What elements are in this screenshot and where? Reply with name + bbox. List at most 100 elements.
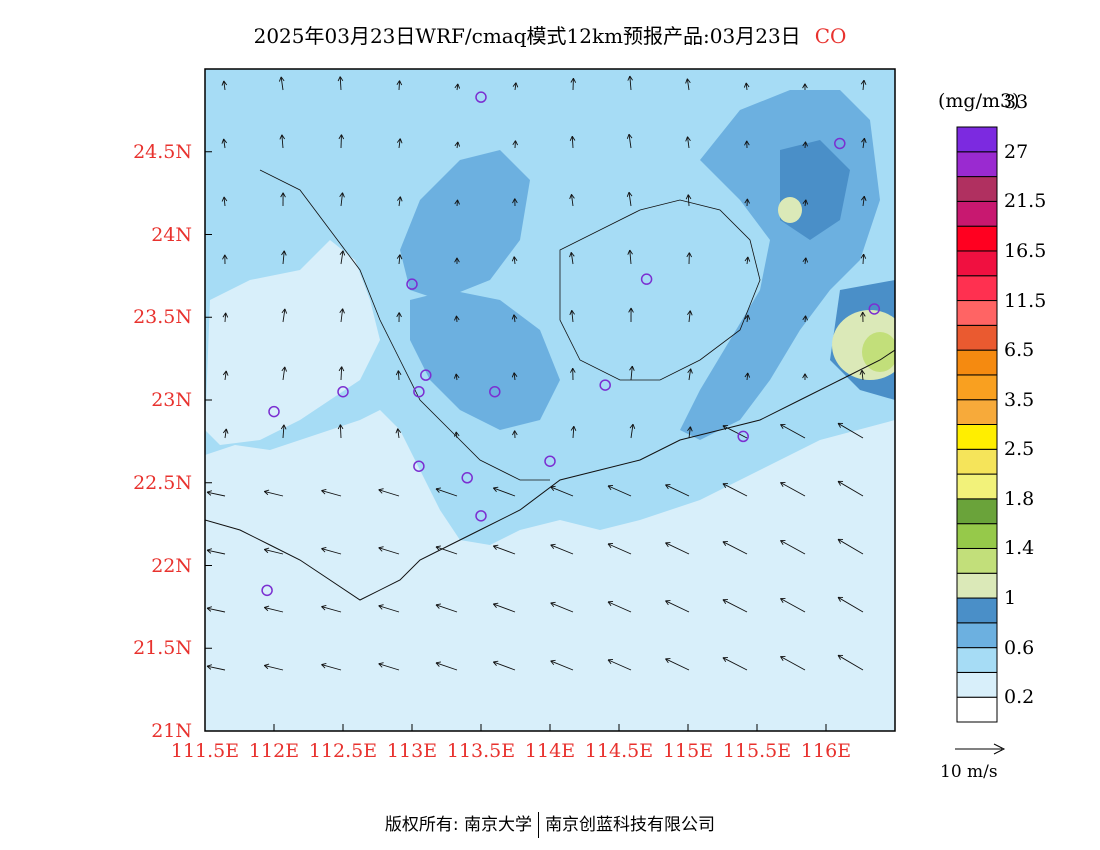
legend-label: 6.5 — [1004, 339, 1035, 362]
wind-arrow — [626, 133, 633, 149]
wind-arrow — [435, 661, 458, 671]
wind-arrow — [802, 83, 808, 91]
wind-arrow — [221, 196, 228, 207]
legend-swatch — [956, 275, 998, 302]
wind-arrow — [512, 82, 519, 91]
city-border — [559, 199, 761, 381]
wind-arrow — [435, 545, 458, 555]
wind-arrow — [492, 660, 516, 671]
legend-label: 3.5 — [1004, 388, 1035, 411]
wind-arrow — [206, 548, 226, 555]
x-tick-label: 116E — [800, 740, 852, 762]
wind-arrow — [222, 312, 229, 323]
wind-arrow — [569, 194, 575, 207]
wind-arrow — [802, 257, 809, 265]
legend-label: 0.6 — [1004, 636, 1035, 659]
wind-arrow — [550, 543, 574, 555]
y-tick-label: 24.5N — [133, 140, 192, 163]
wind-arrow — [860, 195, 867, 207]
wind-arrow — [859, 369, 866, 381]
map-title: 2025年03月23日WRF/cmaq模式12km预报产品:03月23日 CO — [0, 20, 1100, 49]
medium-patch-prd — [410, 290, 560, 430]
legend-swatch — [956, 250, 998, 277]
wind-arrow — [837, 480, 864, 497]
wind-arrow — [607, 658, 632, 671]
low-concentration-sea — [205, 410, 895, 731]
wind-arrow — [222, 370, 229, 381]
wind-arrow — [802, 373, 808, 381]
wind-arrow — [378, 604, 400, 613]
y-tick-label: 24N — [151, 223, 192, 246]
x-tick-label: 114.5E — [584, 740, 654, 762]
wind-arrow — [802, 141, 808, 149]
wind-arrow — [221, 138, 228, 149]
station-marker — [737, 430, 749, 443]
wind-arrow — [278, 76, 285, 91]
wind-arrow — [206, 664, 226, 671]
wind-arrow — [435, 603, 458, 613]
title-text: 2025年03月23日WRF/cmaq模式12km预报产品:03月23日 — [253, 24, 801, 48]
wind-arrow — [744, 140, 750, 149]
station-marker — [489, 385, 501, 398]
legend-swatch — [956, 473, 998, 500]
wind-arrow — [685, 194, 692, 207]
wind-arrow — [492, 602, 516, 613]
wind-arrow — [570, 367, 576, 381]
legend-swatch — [956, 324, 998, 351]
wind-arrow — [665, 484, 690, 497]
wind-arrow — [550, 601, 574, 613]
legend-label: 11.5 — [1004, 289, 1047, 312]
wind-arrow — [744, 256, 751, 265]
wind-arrow — [744, 372, 751, 381]
legend-swatch — [956, 647, 998, 673]
wind-arrow — [435, 487, 458, 497]
x-tick-label: 112.5E — [308, 740, 378, 762]
wind-arrow — [722, 425, 748, 439]
wind-arrow — [263, 663, 284, 671]
wind-arrow — [206, 490, 226, 497]
wind-arrow — [337, 76, 344, 91]
wind-arrow — [263, 547, 284, 555]
wind-arrow — [628, 307, 634, 323]
legend-swatch — [956, 424, 998, 450]
legend-swatch — [956, 547, 998, 574]
wind-arrow — [629, 365, 635, 381]
wind-arrow — [629, 423, 636, 439]
x-tick-label: 115E — [662, 740, 714, 762]
legend-label: 1.4 — [1004, 537, 1035, 560]
wind-arrow — [512, 140, 518, 149]
species-label: CO — [814, 24, 847, 48]
monitoring-stations — [261, 91, 881, 597]
wind-arrow — [221, 80, 228, 91]
wind-arrow — [780, 482, 806, 497]
wind-arrow — [453, 373, 460, 381]
legend-swatch — [956, 622, 998, 649]
station-marker — [475, 510, 487, 522]
wind-arrow — [607, 484, 632, 497]
legend-swatch — [956, 523, 998, 549]
wind-arrow — [378, 662, 400, 671]
wind-arrow — [206, 606, 226, 613]
wind-arrow — [722, 541, 748, 555]
legend-label: 1.8 — [1004, 487, 1035, 510]
wind-arrow — [837, 596, 864, 613]
legend-label: 27 — [1004, 140, 1029, 163]
wind-arrow — [222, 254, 228, 265]
wind-arrow — [453, 431, 460, 439]
wind-arrow — [337, 424, 344, 439]
footer-divider — [538, 812, 540, 838]
station-marker — [261, 584, 273, 597]
wind-arrow — [321, 663, 342, 671]
wind-arrow — [607, 600, 632, 613]
legend-label: 33 — [1004, 91, 1029, 114]
station-marker — [834, 137, 846, 150]
legend-swatch — [956, 498, 998, 525]
legend-swatch — [956, 176, 998, 202]
wind-arrow — [780, 424, 806, 439]
wind-arrow — [339, 308, 345, 323]
legend-label: 21.5 — [1004, 190, 1047, 213]
wind-arrow — [378, 488, 400, 497]
copyright-footer: 版权所有: 南京大学 南京创蓝科技有限公司 — [0, 810, 1100, 838]
wind-arrow — [280, 192, 286, 207]
axis-ticks — [204, 151, 827, 732]
